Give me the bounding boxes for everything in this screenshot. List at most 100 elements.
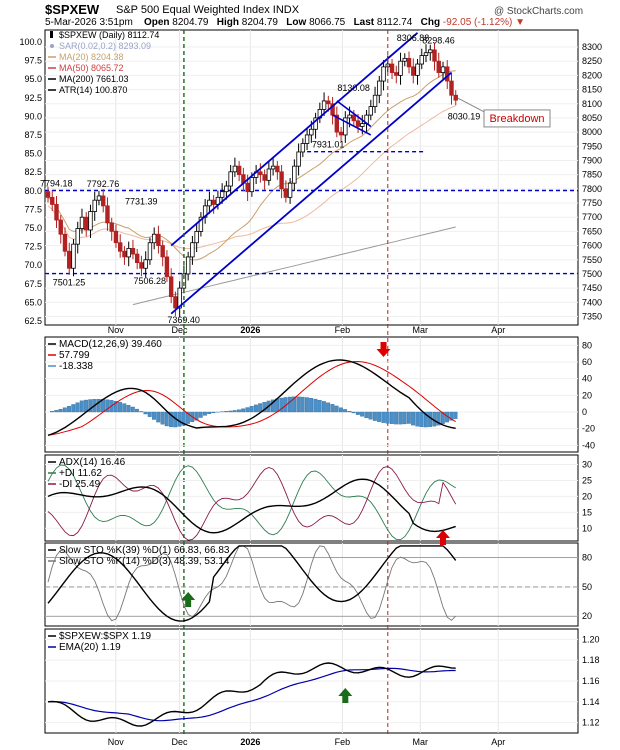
macd-hist-bar xyxy=(423,411,428,428)
price-right-tick: 7800 xyxy=(582,184,602,194)
candle-body xyxy=(232,165,238,173)
macd-hist-bar xyxy=(130,406,135,413)
indicator-tick: 25 xyxy=(582,475,592,485)
indicator-tick: 80 xyxy=(582,340,592,350)
price-right-tick: 8100 xyxy=(582,99,602,109)
macd-hist-bar xyxy=(436,411,441,426)
candle-body xyxy=(296,151,301,167)
macd-signal-line xyxy=(47,360,456,436)
adx-up-arrow-icon xyxy=(436,530,451,545)
candle-body xyxy=(292,165,297,184)
open-value: 8204.79 xyxy=(172,17,209,28)
indicator-tick: 20 xyxy=(582,390,592,400)
quote-date: 5-Mar-2026 3:51pm xyxy=(45,17,133,28)
macd-hist-bar xyxy=(453,411,458,419)
candle-body xyxy=(402,57,407,62)
candle-body xyxy=(372,94,378,107)
price-left-tick: 92.5 xyxy=(24,93,42,103)
month-label-top: Nov xyxy=(108,325,125,335)
indicator-tick: 80 xyxy=(582,553,592,563)
macd-hist-bar xyxy=(147,411,152,417)
macd-hist-bar xyxy=(105,399,110,413)
indicator-tick: 30 xyxy=(582,460,592,470)
price-right-tick: 7750 xyxy=(582,198,602,208)
macd-hist-bar xyxy=(304,397,309,413)
candle-body xyxy=(321,100,327,110)
price-right-tick: 7950 xyxy=(582,141,602,151)
macd-hist-bar xyxy=(385,411,390,424)
macd-hist-bar xyxy=(300,396,305,413)
candle-body xyxy=(436,60,441,73)
macd-hist-bar xyxy=(71,404,76,413)
indicator-legend-entry: 57.799 xyxy=(59,350,90,361)
candle-body xyxy=(185,256,191,275)
chg-down-arrow-icon: ▼ xyxy=(515,17,526,28)
macd-hist-bar xyxy=(54,410,59,413)
macd-hist-bar xyxy=(169,411,173,428)
macd-hist-bar xyxy=(126,404,131,413)
macd-hist-bar xyxy=(360,411,365,417)
macd-hist-bar xyxy=(152,411,156,420)
price-legend-entry: MA(50) 8065.72 xyxy=(59,63,124,73)
adx-line xyxy=(47,478,456,534)
macd-hist-bar xyxy=(287,396,292,413)
price-right-tick: 7450 xyxy=(582,283,602,293)
price-legend-entry: SAR(0.02,0.2) 8293.09 xyxy=(59,41,151,51)
candle-body xyxy=(304,134,310,144)
candle-body xyxy=(177,287,182,309)
month-label-bottom: Nov xyxy=(108,737,125,747)
sto-up-arrow-icon xyxy=(181,592,196,607)
indicator-tick: 1.14 xyxy=(582,697,600,707)
macd-hist-bar xyxy=(79,400,84,413)
macd-hist-bar xyxy=(113,401,118,413)
candle-body xyxy=(219,191,225,198)
candle-body xyxy=(406,57,412,68)
price-annotation: 7506.28 xyxy=(133,276,166,286)
macd-hist-bar xyxy=(58,408,63,413)
candle-body xyxy=(50,196,55,205)
macd-hist-bar xyxy=(368,411,373,420)
macd-hist-bar xyxy=(326,402,331,413)
candle-body xyxy=(360,123,365,127)
last-label: Last xyxy=(353,17,375,28)
price-right-tick: 8200 xyxy=(582,70,602,80)
candle-body xyxy=(54,204,59,221)
price-annotation: 8130.08 xyxy=(337,83,370,93)
candle-body xyxy=(194,230,199,244)
candle-body xyxy=(228,171,233,187)
symbol-description: S&P 500 Equal Weighted Index INDX xyxy=(116,4,300,16)
macd-hist-bar xyxy=(164,411,169,427)
candle-body xyxy=(377,80,382,96)
price-annotation: 7731.39 xyxy=(125,196,158,206)
macd-hist-bar xyxy=(236,409,241,413)
macd-hist-bar xyxy=(283,397,288,413)
macd-hist-bar xyxy=(309,398,314,413)
candle-body xyxy=(173,296,178,309)
candle-body xyxy=(262,174,267,181)
macd-hist-bar xyxy=(270,399,275,413)
price-legend-entry: ATR(14) 100.870 xyxy=(59,85,127,95)
candle-body xyxy=(67,250,72,269)
macd-down-arrow-icon xyxy=(376,342,391,357)
candle-body xyxy=(62,233,68,252)
candle-body xyxy=(351,114,357,122)
month-label-bottom: Feb xyxy=(335,737,351,747)
macd-hist-bar xyxy=(139,411,144,413)
quote-line: 5-Mar-2026 3:51pm Open 8204.79 High 8204… xyxy=(45,17,525,28)
candle-body xyxy=(58,219,63,235)
chg-value: -92.05 (-1.12%) xyxy=(442,17,513,28)
candle-body xyxy=(118,242,123,252)
sto14-k-line xyxy=(47,545,457,622)
indicator-tick: 50 xyxy=(582,582,592,592)
macd-hist-bar xyxy=(402,411,407,425)
candle-body xyxy=(275,165,280,173)
macd-hist-bar xyxy=(389,411,394,424)
month-label-bottom: Apr xyxy=(491,737,505,747)
candle-body xyxy=(198,216,204,232)
month-label-bottom: Dec xyxy=(172,737,189,747)
sto39-k-line xyxy=(47,545,457,622)
price-left-tick: 85.0 xyxy=(24,149,42,159)
month-label-bottom: Mar xyxy=(413,737,429,747)
macd-hist-bar xyxy=(177,411,182,427)
macd-hist-bar xyxy=(292,396,297,413)
